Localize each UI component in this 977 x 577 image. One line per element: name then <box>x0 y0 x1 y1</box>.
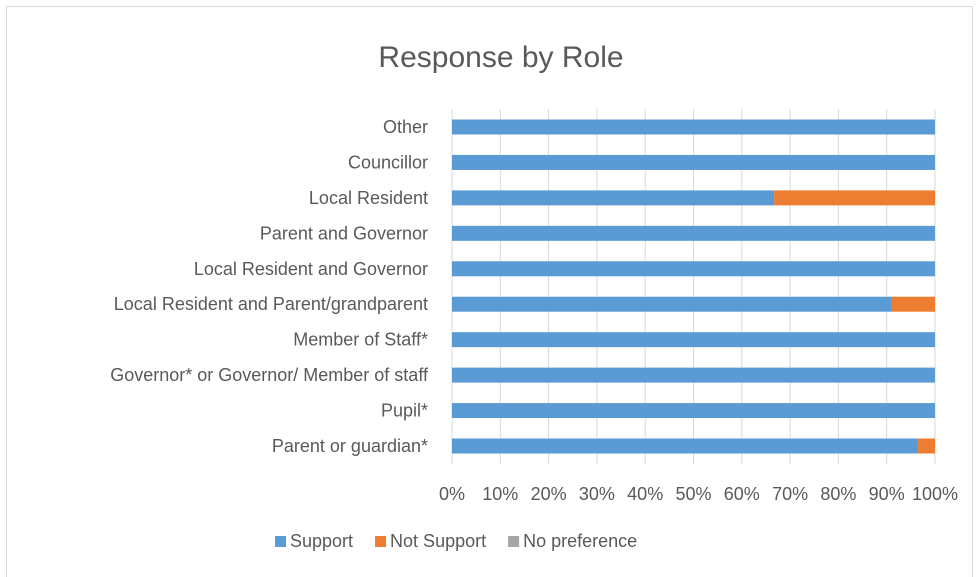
category-label: Councillor <box>348 152 428 172</box>
x-axis-tick-labels: 0% 10% 20% 30% 40% 50% 60% 70% 80% 90% 100% <box>439 484 958 504</box>
category-labels: Parent or guardian* Pupil* Governor* or Go… <box>110 117 429 456</box>
x-tick-label: 20% <box>531 484 567 504</box>
legend[interactable]: Support Not Support No preference <box>275 531 637 551</box>
bar-not-support-local-resident-and-parent-grandparent[interactable] <box>891 296 935 312</box>
category-label: Local Resident <box>309 188 428 208</box>
category-label: Pupil* <box>381 401 428 421</box>
bar-not-support-local-resident[interactable] <box>774 190 935 206</box>
legend-swatch <box>275 536 286 547</box>
x-tick-label: 60% <box>724 484 760 504</box>
legend-label: Not Support <box>390 531 486 551</box>
category-label: Member of Staff* <box>293 330 428 350</box>
category-label: Local Resident and Governor <box>194 259 428 279</box>
legend-item-not-support[interactable]: Not Support <box>375 531 486 551</box>
x-tick-label: 100% <box>912 484 958 504</box>
x-tick-label: 40% <box>627 484 663 504</box>
x-tick-label: 80% <box>820 484 856 504</box>
bar-support-pupil[interactable] <box>452 403 935 419</box>
bar-support-local-resident-and-governor[interactable] <box>452 261 935 277</box>
bar-support-local-resident[interactable] <box>452 190 775 206</box>
category-label: Parent and Governor <box>260 223 428 243</box>
x-tick-label: 10% <box>482 484 518 504</box>
x-tick-label: 30% <box>579 484 615 504</box>
category-label: Other <box>383 117 428 137</box>
legend-swatch <box>375 536 387 547</box>
x-tick-label: 90% <box>869 484 905 504</box>
legend-item-support[interactable]: Support <box>275 531 353 551</box>
bar-support-member-of-staff[interactable] <box>452 332 935 348</box>
legend-label: Support <box>290 531 353 551</box>
category-label: Parent or guardian* <box>272 436 428 456</box>
x-tick-label: 0% <box>439 484 465 504</box>
bar-support-local-resident-and-parent-grandparent[interactable] <box>452 296 892 312</box>
bar-support-councillor[interactable] <box>452 154 935 170</box>
bar-not-support-parent-or-guardian[interactable] <box>918 438 935 454</box>
legend-item-no-preference[interactable]: No preference <box>508 531 637 551</box>
category-label: Local Resident and Parent/grandparent <box>114 294 428 314</box>
bar-support-parent-and-governor[interactable] <box>452 225 935 241</box>
category-label: Governor* or Governor/ Member of staff <box>110 365 429 385</box>
bar-support-parent-or-guardian[interactable] <box>452 438 919 454</box>
bar-support-governor-or-governor-member-of-staff[interactable] <box>452 367 935 383</box>
x-tick-label: 70% <box>772 484 808 504</box>
legend-label: No preference <box>523 531 637 551</box>
chart-frame <box>6 6 973 577</box>
bars <box>452 119 935 454</box>
bar-support-other[interactable] <box>452 119 935 135</box>
chart-title: Response by Role <box>378 41 623 74</box>
x-tick-label: 50% <box>675 484 711 504</box>
legend-swatch <box>508 536 520 547</box>
